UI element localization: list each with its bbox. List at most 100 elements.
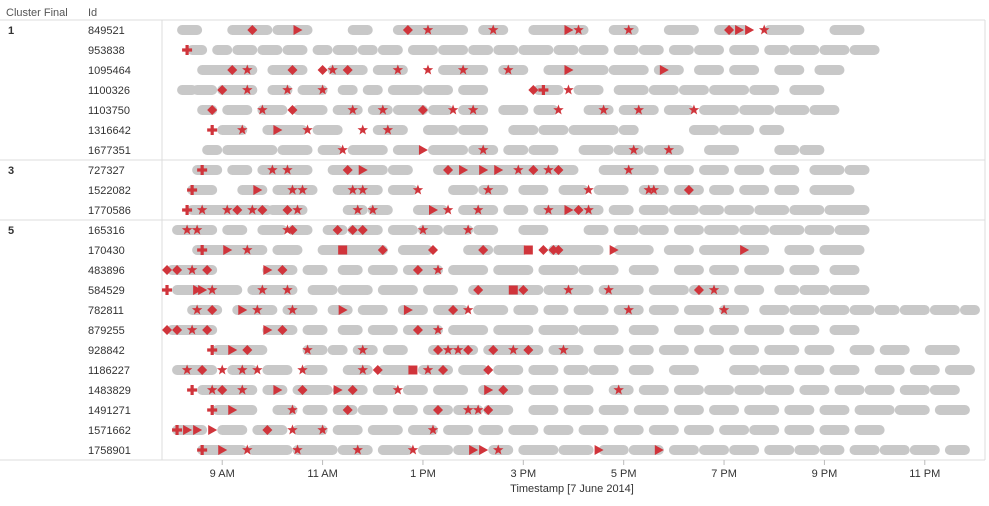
activity-segment[interactable] [422,125,459,135]
event-marker-star[interactable] [442,204,454,215]
event-marker-star[interactable] [317,84,328,95]
event-marker-diamond[interactable] [232,205,243,215]
activity-segment[interactable] [703,385,735,395]
event-marker-triangle[interactable] [479,445,489,455]
event-marker-star[interactable] [613,384,624,395]
event-marker-star[interactable] [186,324,198,335]
event-marker-star[interactable] [297,184,308,195]
event-marker-star[interactable] [206,284,218,295]
event-marker-star[interactable] [643,184,655,195]
activity-segment[interactable] [824,205,870,215]
event-marker-triangle[interactable] [223,245,233,255]
event-marker-star[interactable] [462,404,474,415]
event-marker-diamond[interactable] [297,385,308,395]
event-marker-triangle[interactable] [654,445,664,455]
event-marker-star[interactable] [302,344,313,355]
activity-segment[interactable] [518,225,549,235]
event-marker-diamond[interactable] [448,305,459,315]
event-marker-diamond[interactable] [247,25,258,35]
event-marker-triangle[interactable] [594,445,604,455]
activity-segment[interactable] [734,165,765,175]
activity-segment[interactable] [548,245,604,255]
activity-segment[interactable] [558,445,594,455]
event-marker-diamond[interactable] [197,365,208,375]
activity-segment[interactable] [553,45,579,55]
event-marker-star[interactable] [282,84,293,95]
activity-segment[interactable] [844,165,870,175]
activity-segment[interactable] [673,225,704,235]
activity-segment[interactable] [197,385,258,395]
event-marker-triangle[interactable] [469,445,479,455]
cluster-label[interactable]: 1 [8,25,14,37]
activity-segment[interactable] [668,365,699,375]
activity-segment[interactable] [944,445,970,455]
activity-segment[interactable] [227,165,253,175]
event-marker-star[interactable] [663,144,675,155]
activity-segment[interactable] [377,365,413,375]
event-marker-star[interactable] [452,344,464,355]
activity-segment[interactable] [478,185,509,195]
activity-segment[interactable] [498,105,529,115]
event-marker-star[interactable] [407,444,419,455]
event-marker-triangle[interactable] [564,65,574,75]
event-marker-star[interactable] [558,344,569,355]
activity-segment[interactable] [749,85,780,95]
activity-segment[interactable] [382,345,408,355]
event-marker-triangle[interactable] [208,425,218,435]
activity-segment[interactable] [874,305,900,315]
activity-segment[interactable] [628,265,659,275]
event-marker-star[interactable] [603,284,614,295]
event-marker-star[interactable] [492,444,504,455]
event-marker-triangle[interactable] [293,25,303,35]
activity-segment[interactable] [829,265,860,275]
event-marker-diamond[interactable] [724,25,735,35]
activity-segment[interactable] [734,385,765,395]
activity-segment[interactable] [387,225,418,235]
event-marker-star[interactable] [628,144,639,155]
activity-segment[interactable] [774,105,810,115]
event-marker-star[interactable] [392,384,404,395]
activity-segment[interactable] [709,85,750,95]
activity-segment[interactable] [473,225,499,235]
activity-segment[interactable] [513,305,539,315]
event-marker-cross[interactable] [182,205,193,215]
event-marker-diamond[interactable] [342,65,353,75]
event-marker-diamond[interactable] [528,165,539,175]
activity-segment[interactable] [809,165,845,175]
event-marker-star[interactable] [237,364,248,375]
activity-segment[interactable] [217,425,248,435]
activity-segment[interactable] [563,365,589,375]
event-marker-star[interactable] [598,104,609,115]
event-marker-star[interactable] [352,204,363,215]
activity-segment[interactable] [533,105,559,115]
event-marker-star[interactable] [457,64,469,75]
activity-segment[interactable] [342,365,373,375]
event-marker-diamond[interactable] [438,365,449,375]
activity-segment[interactable] [744,405,780,415]
activity-segment[interactable] [433,385,469,395]
row-id-label[interactable]: 849521 [88,25,125,37]
event-marker-cross[interactable] [187,385,198,395]
event-marker-star[interactable] [623,24,634,35]
event-marker-diamond[interactable] [553,245,564,255]
event-marker-star[interactable] [352,444,363,455]
activity-segment[interactable] [377,45,403,55]
activity-segment[interactable] [653,65,684,75]
activity-segment[interactable] [663,25,699,35]
activity-segment[interactable] [693,45,725,55]
activity-segment[interactable] [528,385,559,395]
activity-segment[interactable] [628,325,659,335]
activity-segment[interactable] [638,385,669,395]
event-marker-star[interactable] [472,404,484,415]
activity-segment[interactable] [402,325,444,335]
event-marker-diamond[interactable] [172,325,183,335]
event-marker-diamond[interactable] [433,405,444,415]
event-marker-diamond[interactable] [277,325,288,335]
activity-segment[interactable] [703,145,740,155]
event-marker-star[interactable] [417,224,429,235]
event-marker-star[interactable] [487,24,499,35]
activity-segment[interactable] [573,305,609,315]
activity-segment[interactable] [257,45,283,55]
activity-segment[interactable] [749,425,780,435]
event-marker-cross[interactable] [207,405,218,415]
